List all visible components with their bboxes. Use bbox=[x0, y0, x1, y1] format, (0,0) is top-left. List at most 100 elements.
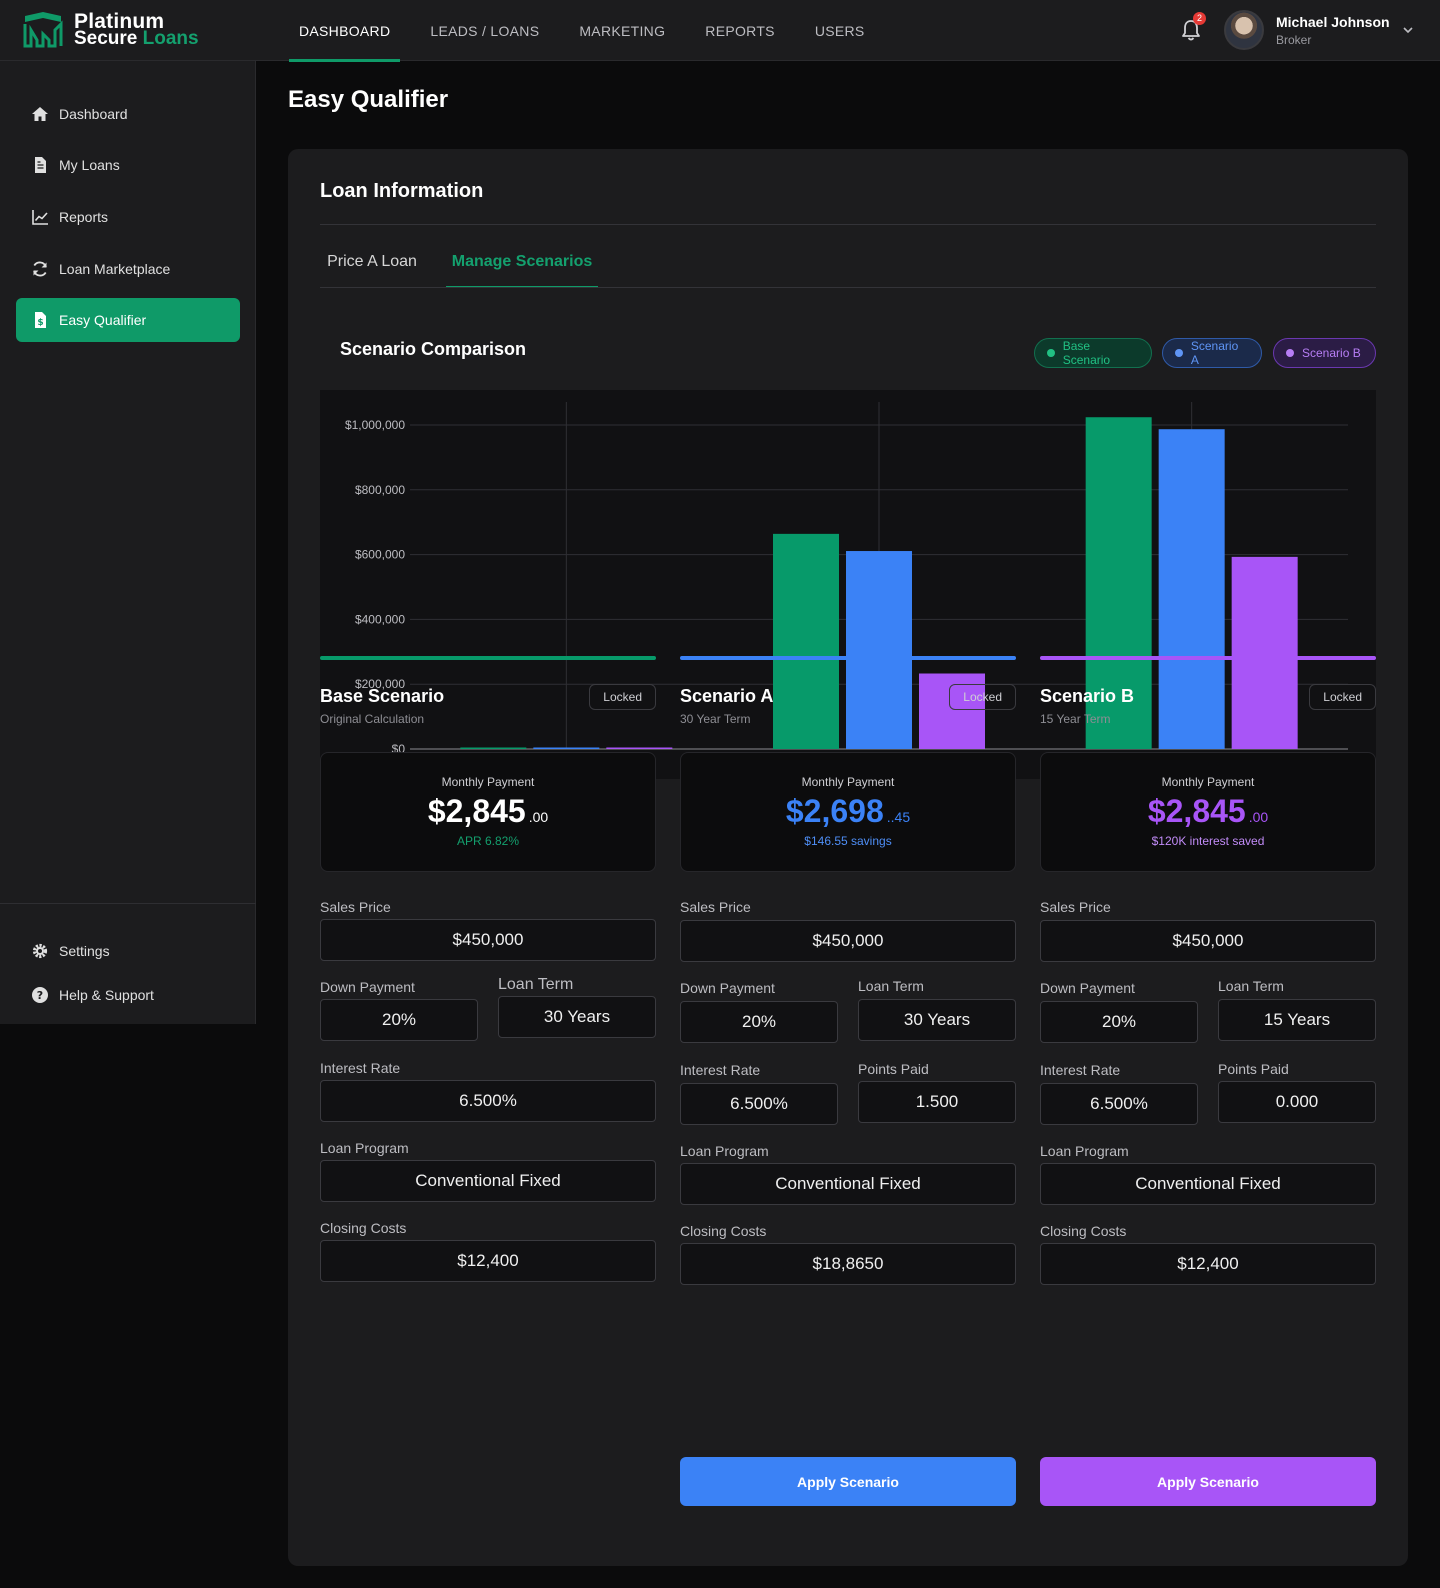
tab-price-a-loan[interactable]: Price A Loan bbox=[327, 253, 417, 270]
y-tick-label: $200,000 bbox=[355, 677, 405, 691]
sidebar-item-easy-qualifier[interactable]: $ Easy Qualifier bbox=[16, 298, 240, 342]
legend-label: Scenario B bbox=[1302, 346, 1361, 360]
nav-reports[interactable]: REPORTS bbox=[705, 22, 775, 39]
scenario-subtitle: 30 Year Term bbox=[680, 712, 751, 726]
legend-scenario-b[interactable]: Scenario B bbox=[1273, 338, 1376, 368]
nav-dashboard[interactable]: DASHBOARD bbox=[289, 0, 401, 62]
notification-badge: 2 bbox=[1193, 12, 1206, 25]
payment-note: $146.55 savings bbox=[804, 834, 892, 848]
sales-price-label: Sales Price bbox=[1040, 899, 1111, 915]
loan-program-label: Loan Program bbox=[680, 1143, 769, 1159]
document-icon bbox=[35, 157, 46, 173]
payment-amount: $2,845 bbox=[427, 793, 526, 829]
locked-badge[interactable]: Locked bbox=[949, 684, 1016, 710]
closing-costs-field[interactable]: $18,8650 bbox=[680, 1243, 1016, 1285]
dollar-document-icon: $ bbox=[35, 312, 46, 328]
svg-text:$: $ bbox=[37, 318, 43, 328]
closing-costs-field[interactable]: $12,400 bbox=[1040, 1243, 1376, 1285]
down-payment-label: Down Payment bbox=[680, 980, 775, 996]
bar bbox=[1231, 556, 1298, 749]
user-name[interactable]: Michael Johnson bbox=[1276, 14, 1390, 30]
points-paid-field[interactable]: 0.000 bbox=[1218, 1081, 1376, 1123]
sidebar-item-label: Dashboard bbox=[59, 106, 128, 122]
down-payment-field[interactable]: 20% bbox=[1040, 1001, 1198, 1043]
apply-scenario-b-button[interactable]: Apply Scenario bbox=[1040, 1457, 1376, 1506]
panel-divider bbox=[320, 224, 1376, 225]
tabs-divider bbox=[320, 287, 1376, 288]
y-tick-label: $800,000 bbox=[355, 483, 405, 497]
sidebar-item-dashboard[interactable]: Dashboard bbox=[16, 92, 240, 136]
monthly-payment-card: Monthly Payment $2,845.00 APR 6.82% bbox=[320, 752, 656, 872]
closing-costs-label: Closing Costs bbox=[1040, 1223, 1127, 1239]
brand-name-loans: Loans bbox=[142, 28, 199, 49]
bar bbox=[606, 747, 673, 749]
chevron-down-icon[interactable] bbox=[1402, 24, 1414, 36]
chart-title: Scenario Comparison bbox=[340, 339, 527, 359]
loan-term-field[interactable]: 30 Years bbox=[498, 996, 656, 1038]
sales-price-field[interactable]: $450,000 bbox=[1040, 920, 1376, 962]
bar bbox=[846, 551, 912, 749]
interest-rate-field[interactable]: 6.500% bbox=[320, 1080, 656, 1122]
brand-name-secure: Secure bbox=[74, 28, 138, 49]
sidebar-item-label: Reports bbox=[59, 209, 109, 225]
legend-scenario-a[interactable]: Scenario A bbox=[1162, 338, 1262, 368]
bar bbox=[460, 747, 527, 749]
sidebar-item-reports[interactable]: Reports bbox=[16, 195, 240, 239]
page-title: Easy Qualifier bbox=[288, 86, 449, 113]
scenario-subtitle: 15 Year Term bbox=[1040, 712, 1111, 726]
sidebar-item-my-loans[interactable]: My Loans bbox=[16, 143, 240, 187]
tab-manage-scenarios[interactable]: Manage Scenarios bbox=[446, 237, 598, 288]
payment-amount: $2,698 bbox=[785, 793, 884, 829]
top-navigation-bar: Platinum Secure Loans DASHBOARD LEADS / … bbox=[0, 0, 1440, 62]
sales-price-label: Sales Price bbox=[320, 899, 391, 915]
closing-costs-field[interactable]: $12,400 bbox=[320, 1240, 656, 1282]
loan-program-field[interactable]: Conventional Fixed bbox=[1040, 1163, 1376, 1205]
interest-rate-label: Interest Rate bbox=[1040, 1062, 1121, 1078]
nav-leads-loans[interactable]: LEADS / LOANS bbox=[430, 22, 540, 39]
sidebar-item-label: Settings bbox=[59, 943, 110, 959]
main-nav: DASHBOARD LEADS / LOANS MARKETING REPORT… bbox=[289, 0, 895, 62]
interest-rate-label: Interest Rate bbox=[680, 1062, 761, 1078]
nav-marketing[interactable]: MARKETING bbox=[579, 22, 666, 39]
avatar[interactable] bbox=[1224, 10, 1264, 50]
monthly-payment-card: Monthly Payment $2,698 ..45 $146.55 savin… bbox=[680, 752, 1016, 872]
payment-label: Monthly Payment bbox=[801, 775, 895, 789]
points-paid-field[interactable]: 1.500 bbox=[858, 1081, 1016, 1123]
sidebar-item-settings[interactable]: Settings bbox=[16, 929, 240, 973]
legend-dot bbox=[1175, 349, 1183, 357]
interest-rate-field[interactable]: 6.500% bbox=[680, 1083, 838, 1125]
payment-cents: ..45 bbox=[886, 809, 911, 825]
scenario-color-bar bbox=[1040, 656, 1376, 660]
payment-note: APR 6.82% bbox=[456, 834, 520, 848]
loan-program-field[interactable]: Conventional Fixed bbox=[680, 1163, 1016, 1205]
loan-term-field[interactable]: 15 Years bbox=[1218, 999, 1376, 1041]
scenario-column-base: Base Scenario Original Calculation Locke… bbox=[320, 656, 656, 1282]
points-paid-label: Points Paid bbox=[1218, 1061, 1289, 1077]
down-payment-field[interactable]: 20% bbox=[680, 1001, 838, 1043]
brand-logo[interactable]: Platinum Secure Loans bbox=[22, 10, 199, 50]
loan-term-field[interactable]: 30 Years bbox=[858, 999, 1016, 1041]
sidebar-item-label: Easy Qualifier bbox=[59, 312, 147, 328]
legend-base-scenario[interactable]: Base Scenario bbox=[1034, 338, 1152, 368]
loan-term-label: Loan Term bbox=[498, 976, 574, 993]
sales-price-field[interactable]: $450,000 bbox=[320, 919, 656, 961]
legend-label: Scenario A bbox=[1190, 339, 1239, 367]
down-payment-field[interactable]: 20% bbox=[320, 999, 478, 1041]
nav-users[interactable]: USERS bbox=[814, 22, 865, 39]
sidebar-item-loan-marketplace[interactable]: Loan Marketplace bbox=[16, 247, 240, 291]
chart-line-icon bbox=[32, 210, 48, 225]
help-icon: ? bbox=[32, 987, 48, 1003]
apply-scenario-a-button[interactable]: Apply Scenario bbox=[680, 1457, 1016, 1506]
closing-costs-label: Closing Costs bbox=[320, 1220, 407, 1236]
sidebar: Dashboard My Loans Reports Loan Marketpl… bbox=[0, 61, 256, 1024]
loan-program-field[interactable]: Conventional Fixed bbox=[320, 1160, 656, 1202]
loan-program-label: Loan Program bbox=[320, 1140, 409, 1156]
panel-title: Loan Information bbox=[320, 180, 484, 202]
interest-rate-field[interactable]: 6.500% bbox=[1040, 1083, 1198, 1125]
locked-badge[interactable]: Locked bbox=[1309, 684, 1376, 710]
sidebar-item-help-support[interactable]: ? Help & Support bbox=[16, 973, 240, 1017]
locked-badge[interactable]: Locked bbox=[589, 684, 656, 710]
legend-label: Base Scenario bbox=[1062, 339, 1111, 367]
sales-price-field[interactable]: $450,000 bbox=[680, 920, 1016, 962]
payment-label: Monthly Payment bbox=[1161, 775, 1255, 789]
